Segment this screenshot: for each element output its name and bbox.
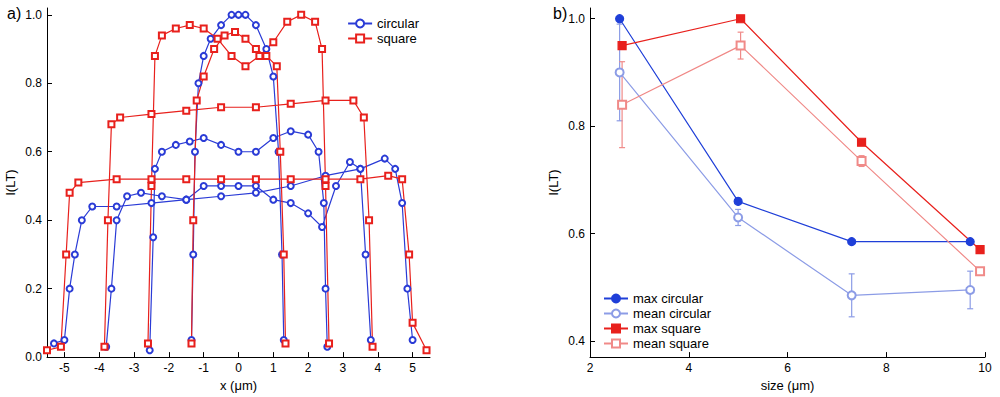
svg-text:max circular: max circular (633, 291, 704, 306)
svg-text:x (μm): x (μm) (220, 378, 257, 393)
svg-text:a): a) (7, 5, 21, 22)
svg-text:10: 10 (978, 361, 992, 375)
svg-text:6: 6 (784, 361, 791, 375)
svg-text:size (μm): size (μm) (761, 378, 815, 393)
svg-text:0.2: 0.2 (25, 282, 42, 296)
svg-text:1: 1 (270, 361, 277, 375)
svg-text:3: 3 (340, 361, 347, 375)
svg-text:-5: -5 (59, 361, 70, 375)
svg-text:I(LT): I(LT) (3, 169, 18, 195)
svg-text:0.4: 0.4 (25, 213, 42, 227)
svg-text:4: 4 (374, 361, 381, 375)
svg-text:4: 4 (685, 361, 692, 375)
svg-text:max square: max square (633, 321, 701, 336)
svg-text:-1: -1 (198, 361, 209, 375)
svg-text:2: 2 (587, 361, 594, 375)
svg-text:0.0: 0.0 (25, 350, 42, 364)
svg-text:I(LT): I(LT) (546, 169, 561, 195)
svg-text:circular: circular (377, 16, 420, 31)
svg-text:0.4: 0.4 (568, 334, 585, 348)
svg-text:mean square: mean square (633, 336, 709, 351)
svg-text:5: 5 (409, 361, 416, 375)
svg-text:2: 2 (305, 361, 312, 375)
svg-text:-2: -2 (164, 361, 175, 375)
svg-text:b): b) (553, 5, 567, 22)
svg-text:square: square (377, 31, 417, 46)
svg-text:0.6: 0.6 (25, 145, 42, 159)
svg-text:mean circular: mean circular (633, 306, 712, 321)
svg-text:0.6: 0.6 (568, 227, 585, 241)
svg-text:0.8: 0.8 (568, 119, 585, 133)
svg-text:1.0: 1.0 (568, 12, 585, 26)
svg-text:8: 8 (883, 361, 890, 375)
svg-text:-4: -4 (94, 361, 105, 375)
svg-text:0: 0 (235, 361, 242, 375)
svg-text:-3: -3 (129, 361, 140, 375)
svg-text:1.0: 1.0 (25, 8, 42, 22)
svg-text:0.8: 0.8 (25, 76, 42, 90)
